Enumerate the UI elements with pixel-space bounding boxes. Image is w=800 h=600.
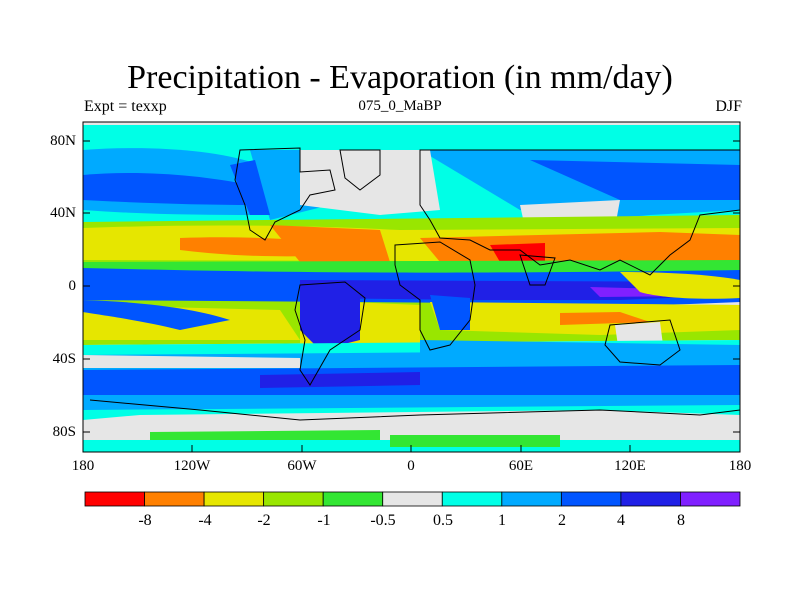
field-eurasia-blue <box>530 160 740 200</box>
colorbar-label-9: 4 <box>617 512 625 529</box>
lat-label-40n: 40N <box>50 205 76 221</box>
colorbar-label-4: -1 <box>317 512 331 529</box>
colorbar-label-1: -8 <box>138 512 152 529</box>
colorbar-box-3 <box>203 491 265 507</box>
outline-australia <box>604 319 681 366</box>
colorbar-box-5 <box>322 491 384 507</box>
lat-label-80n: 80N <box>50 133 76 149</box>
field-arctic-cyan <box>83 125 740 145</box>
land-outlines <box>89 147 740 421</box>
field-s-ind-orange <box>560 312 650 325</box>
outline-antarctica <box>89 399 740 421</box>
colorbar-label-2: -4 <box>198 512 212 529</box>
field-sa-navy <box>300 285 360 350</box>
lon-label-120w: 120W <box>173 458 211 474</box>
outline-greenland <box>339 149 381 191</box>
outline-eurasia <box>419 149 740 276</box>
outline-north-america <box>234 147 336 241</box>
outline-africa <box>394 241 476 351</box>
colorbar <box>84 491 741 507</box>
field-so-gray <box>83 355 300 368</box>
lon-ticks <box>82 445 741 452</box>
colorbar-box-1 <box>84 491 145 507</box>
field-npacific-blue <box>83 173 262 205</box>
colorbar-label-10: 8 <box>677 512 685 529</box>
field-natlantic-blue <box>230 160 270 215</box>
lon-label-120e: 120E <box>614 458 646 474</box>
lon-label-180e: 180 <box>728 458 752 474</box>
season-label: DJF <box>715 98 742 115</box>
time-label: 075_0_MaBP <box>358 98 442 114</box>
colorbar-label-3: -2 <box>257 512 271 529</box>
lat-label-eq: 0 <box>68 278 77 294</box>
field-s-pac-blue <box>83 300 230 330</box>
map-title: Precipitation - Evaporation (in mm/day) <box>127 59 673 96</box>
lat-label-80s: 80S <box>52 424 76 440</box>
experiment-label: Expt = texxp <box>84 98 167 115</box>
lon-label-60w: 60W <box>287 458 317 474</box>
lon-label-180w: 180 <box>71 458 95 474</box>
field-epac-yellow <box>620 272 740 299</box>
colorbar-label-7: 1 <box>498 512 506 529</box>
field-epac-green <box>83 260 740 275</box>
lon-label-0: 0 <box>407 458 415 474</box>
field-so-sky2 <box>420 340 740 360</box>
lon-label-60e: 60E <box>508 458 534 474</box>
colorbar-box-2 <box>144 491 205 507</box>
colorbar-label-6: 0.5 <box>433 512 453 529</box>
outline-south-america <box>294 281 366 386</box>
colorbar-box-9 <box>560 491 622 507</box>
colorbar-box-11 <box>680 491 741 507</box>
colorbar-box-8 <box>501 491 562 507</box>
colorbar-box-6 <box>382 491 443 507</box>
lat-ticks <box>83 140 740 433</box>
outline-india <box>519 254 556 286</box>
colorbar-box-7 <box>441 491 503 507</box>
field-layer <box>83 122 740 452</box>
colorbar-box-10 <box>620 491 681 507</box>
colorbar-label-5: -0.5 <box>370 512 396 529</box>
field-so-navy <box>260 372 420 388</box>
field-antarctic-green2 <box>390 435 560 447</box>
field-africa-blue <box>430 295 470 330</box>
colorbar-box-4 <box>263 491 324 507</box>
field-n-subtrop-orange-atl <box>270 225 390 262</box>
field-n-red <box>490 243 545 262</box>
lat-label-40s: 40S <box>52 351 76 367</box>
colorbar-label-8: 2 <box>558 512 566 529</box>
